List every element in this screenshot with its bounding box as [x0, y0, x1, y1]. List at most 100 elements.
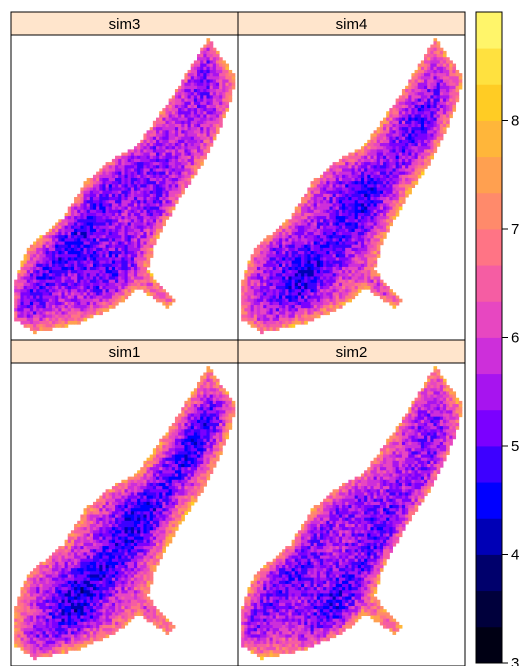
heatmap-cell — [307, 289, 312, 293]
heatmap-cell — [348, 209, 352, 214]
heatmap-cell — [316, 260, 321, 265]
heatmap-cell — [446, 73, 450, 77]
heatmap-cell — [313, 222, 318, 227]
heatmap-cell — [118, 289, 122, 293]
heatmap-cell — [345, 187, 349, 192]
heatmap-cell — [386, 127, 390, 131]
heatmap-cell — [206, 117, 211, 122]
heatmap-cell — [92, 254, 97, 258]
heatmap-cell — [209, 108, 214, 112]
heatmap-cell — [446, 82, 450, 87]
heatmap-cell — [92, 305, 97, 309]
heatmap-cell — [256, 273, 261, 277]
heatmap-cell — [439, 76, 444, 80]
heatmap-cell — [335, 289, 340, 293]
heatmap-cell — [348, 231, 352, 236]
heatmap-cell — [102, 219, 107, 223]
heatmap-cell — [29, 311, 34, 316]
heatmap-cell — [244, 298, 248, 303]
heatmap-cell — [143, 289, 148, 293]
heatmap-cell — [301, 311, 305, 316]
heatmap-cell — [86, 273, 91, 277]
heatmap-cell — [86, 190, 91, 195]
heatmap-cell — [174, 149, 179, 154]
heatmap-cell — [140, 238, 144, 243]
heatmap-cell — [383, 222, 387, 227]
heatmap-cell — [398, 171, 403, 176]
heatmap-cell — [124, 162, 129, 166]
heatmap-cell — [140, 139, 144, 144]
heatmap-cell — [89, 257, 94, 262]
heatmap-cell — [51, 260, 56, 265]
heatmap-cell — [162, 187, 166, 192]
heatmap-cell — [143, 139, 148, 144]
heatmap-cell — [376, 219, 381, 223]
heatmap-cell — [364, 216, 368, 220]
heatmap-cell — [376, 155, 381, 160]
heatmap-cell — [442, 98, 447, 103]
heatmap-cell — [14, 295, 18, 300]
heatmap-cell — [272, 251, 277, 255]
heatmap-cell — [83, 266, 88, 271]
heatmap-cell — [427, 152, 431, 157]
heatmap-cell — [354, 222, 359, 227]
heatmap-cell — [36, 317, 40, 322]
heatmap-cell — [420, 69, 425, 74]
heatmap-cell — [152, 203, 157, 208]
heatmap-cell — [162, 136, 166, 141]
heatmap-cell — [55, 324, 59, 328]
heatmap-cell — [197, 114, 201, 119]
heatmap-cell — [228, 85, 233, 90]
heatmap-cell — [285, 251, 289, 255]
heatmap-cell — [433, 146, 438, 150]
heatmap-cell — [446, 108, 450, 112]
heatmap-cell — [181, 79, 185, 84]
heatmap-cell — [108, 174, 113, 179]
heatmap-cell — [152, 130, 157, 134]
heatmap-cell — [174, 197, 179, 201]
heatmap-cell — [348, 206, 352, 211]
heatmap-cell — [133, 174, 138, 179]
heatmap-cell — [206, 143, 211, 147]
heatmap-cell — [414, 155, 419, 160]
heatmap-cell — [338, 282, 343, 287]
heatmap-cell — [275, 266, 280, 271]
heatmap-cell — [26, 308, 31, 312]
heatmap-cell — [383, 219, 387, 223]
heatmap-cell — [417, 120, 422, 125]
heatmap-cell — [291, 254, 296, 258]
heatmap-cell — [329, 260, 334, 265]
heatmap-cell — [168, 101, 173, 106]
heatmap-cell — [55, 285, 59, 290]
heatmap-cell — [92, 187, 97, 192]
heatmap-cell — [149, 130, 154, 134]
heatmap-cell — [338, 279, 343, 284]
heatmap-cell — [162, 206, 166, 211]
heatmap-cell — [294, 206, 299, 211]
heatmap-cell — [39, 251, 44, 255]
heatmap-cell — [111, 190, 116, 195]
heatmap-cell — [386, 130, 390, 134]
heatmap-cell — [74, 231, 78, 236]
heatmap-cell — [67, 206, 72, 211]
heatmap-cell — [178, 98, 182, 103]
heatmap-cell — [39, 301, 44, 306]
heatmap-cell — [61, 276, 66, 281]
heatmap-cell — [458, 85, 463, 90]
heatmap-cell — [310, 190, 315, 195]
heatmap-cell — [408, 168, 412, 173]
heatmap-cell — [345, 222, 349, 227]
heatmap-cell — [379, 146, 384, 150]
heatmap-cell — [345, 177, 349, 182]
heatmap-cell — [269, 308, 274, 312]
heatmap-cell — [168, 187, 173, 192]
heatmap-cell — [48, 257, 53, 262]
heatmap-cell — [357, 228, 362, 233]
heatmap-cell — [301, 289, 305, 293]
heatmap-cell — [222, 76, 226, 80]
heatmap-cell — [89, 184, 94, 188]
heatmap-cell — [231, 85, 236, 90]
heatmap-cell — [348, 181, 352, 185]
heatmap-cell — [294, 263, 299, 268]
heatmap-cell — [159, 136, 163, 141]
